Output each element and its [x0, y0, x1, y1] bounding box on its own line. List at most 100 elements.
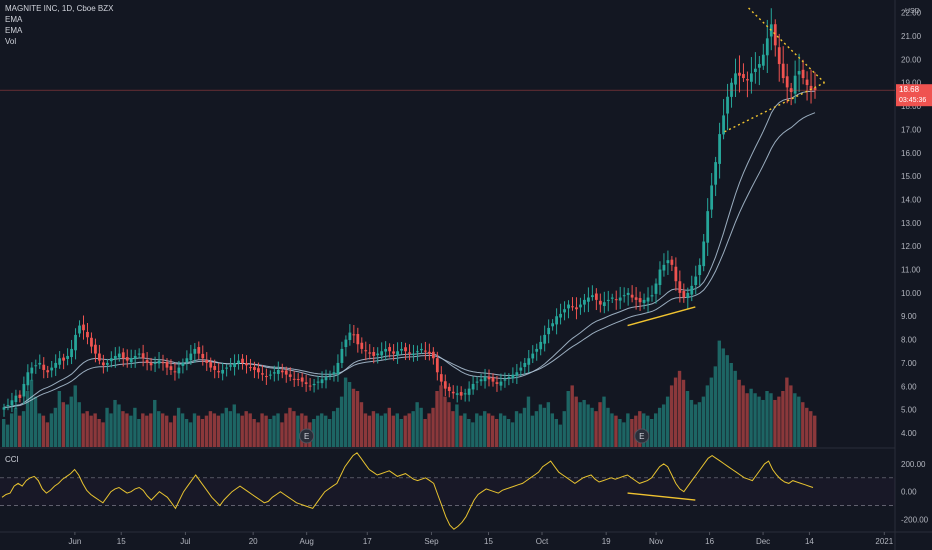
volume-bar: [729, 363, 733, 447]
volume-bar: [117, 404, 121, 447]
candle-body: [304, 382, 308, 384]
cci-line: [1, 452, 814, 530]
price-axis-tick: 10.00: [901, 289, 922, 298]
volume-bar: [81, 413, 85, 447]
candle-body: [181, 362, 185, 366]
candle-body: [98, 353, 101, 361]
ema-indicator-label[interactable]: EMA: [5, 26, 23, 35]
price-trendline: [627, 306, 696, 327]
volume-bar: [749, 388, 753, 447]
volume-bar: [125, 413, 129, 447]
volume-bar: [49, 413, 54, 447]
volume-bar: [510, 422, 515, 447]
volume-bar: [646, 415, 650, 447]
candle-body: [443, 381, 447, 389]
volume-bar: [17, 415, 22, 447]
volume-bar: [355, 391, 360, 447]
candle-body: [773, 24, 777, 46]
candle-body: [781, 63, 785, 79]
candle-body: [408, 352, 411, 354]
candle-body: [261, 373, 264, 375]
volume-bar: [498, 413, 503, 447]
earnings-marker[interactable]: [634, 428, 650, 444]
candle-body: [14, 395, 18, 403]
volume-bar: [105, 407, 109, 447]
candle-body: [690, 285, 694, 295]
volume-bar: [312, 419, 316, 447]
price-axis-tick: 7.00: [901, 359, 917, 368]
volume-bar: [69, 396, 73, 447]
volume-bar: [145, 415, 149, 447]
volume-bar: [21, 411, 26, 447]
cci-divergence-line: [627, 492, 696, 501]
candle-body: [785, 76, 789, 88]
volume-bar: [805, 407, 809, 447]
volume-bar: [403, 415, 407, 447]
volume-bar: [5, 424, 10, 447]
volume-bar: [137, 419, 141, 447]
candle-body: [78, 325, 81, 334]
candle-body: [312, 383, 316, 386]
volume-bar: [530, 415, 535, 447]
candle-body: [272, 372, 276, 374]
candle-body: [753, 68, 757, 72]
volume-bar: [196, 415, 201, 447]
candle-body: [360, 342, 364, 349]
candle-body: [765, 38, 769, 56]
earnings-marker[interactable]: [299, 428, 315, 444]
volume-bar: [661, 404, 666, 447]
volume-bar: [463, 413, 467, 447]
candle-body: [113, 355, 117, 360]
volume-bar: [554, 419, 558, 447]
volume-bar: [328, 419, 332, 447]
candle-body: [523, 362, 527, 367]
volume-bar: [415, 402, 419, 447]
volume-bar: [73, 385, 77, 447]
cci-indicator-label[interactable]: CCI: [5, 455, 19, 464]
volume-bar: [737, 379, 741, 447]
volume-bar: [33, 396, 38, 447]
candle-body: [117, 353, 121, 358]
volume-bar: [347, 382, 352, 447]
volume-bar: [789, 385, 793, 447]
candle-body: [241, 358, 244, 363]
time-axis-tick: 17: [363, 537, 372, 546]
volume-bar: [475, 413, 479, 447]
candle-body: [479, 379, 483, 382]
candle-body: [356, 334, 360, 345]
candle-body: [129, 358, 133, 363]
volume-bar: [320, 413, 324, 447]
volume-bar: [363, 413, 368, 447]
candle-body: [169, 366, 173, 370]
candle-body: [734, 73, 737, 85]
volume-bar: [630, 419, 634, 447]
ema-indicator-label[interactable]: EMA: [5, 15, 23, 24]
volume-bar: [172, 415, 177, 447]
volume-bar: [570, 385, 574, 447]
candle-body: [173, 371, 177, 373]
volume-bar: [542, 407, 547, 447]
candle-body: [66, 355, 69, 359]
volume-bar: [435, 391, 439, 447]
price-axis-tick: 22.00: [901, 9, 922, 18]
time-axis-tick: 14: [805, 537, 814, 546]
volume-indicator-label[interactable]: Vol: [5, 37, 17, 46]
volume-bar: [538, 404, 543, 447]
candle-body: [300, 377, 304, 382]
volume-bar: [447, 402, 451, 447]
candle-body: [750, 73, 753, 82]
candle-body: [495, 382, 499, 384]
candle-body: [70, 348, 73, 358]
volume-bar: [725, 355, 729, 447]
symbol-title[interactable]: MAGNITE INC, 1D, Cboe BZX: [5, 4, 114, 13]
candle-body: [296, 379, 300, 381]
volume-bar: [419, 407, 423, 447]
candle-body: [288, 374, 292, 377]
candle-body: [547, 327, 551, 335]
candle-body: [54, 362, 58, 368]
volume-bar: [236, 413, 240, 447]
volume-bar: [689, 399, 694, 447]
candle-body: [82, 324, 85, 331]
volume-bar: [506, 419, 511, 447]
